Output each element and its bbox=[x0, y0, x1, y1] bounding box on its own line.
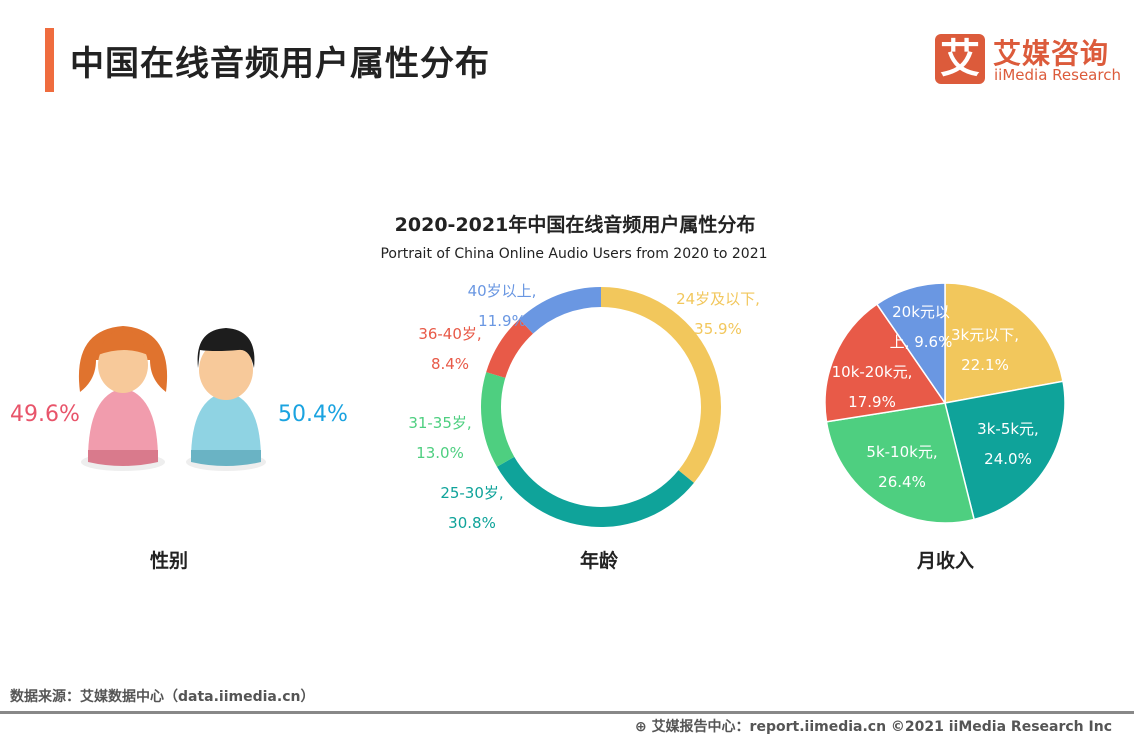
income-label-line: 3k元以下, bbox=[951, 326, 1019, 344]
age-label-line: 11.9% bbox=[478, 312, 526, 330]
footer-text: 艾媒报告中心：report.iimedia.cn ©2021 iiMedia R… bbox=[651, 719, 1112, 735]
income-pie-slice-1 bbox=[944, 380, 1066, 521]
income-label-line: 上, 9.6% bbox=[889, 333, 953, 351]
age-label-line: 40岁以上, bbox=[467, 282, 537, 300]
income-label-1: 3k-5k元, 24.0% bbox=[958, 414, 1058, 474]
income-pie-slice-2 bbox=[825, 402, 976, 524]
footer-copyright: ⊕ 艾媒报告中心：report.iimedia.cn ©2021 iiMedia… bbox=[635, 716, 1112, 736]
income-label-4: 20k元以上, 9.6% bbox=[871, 297, 971, 357]
income-pie-slice-4 bbox=[875, 282, 946, 406]
income-label-line: 17.9% bbox=[848, 393, 896, 411]
income-label-3: 10k-20k元, 17.9% bbox=[822, 357, 922, 417]
age-label-line: 31-35岁, bbox=[408, 414, 472, 432]
section-label-gender: 性别 bbox=[150, 550, 189, 572]
age-label-line: 13.0% bbox=[416, 444, 464, 462]
male-percent: 50.4% bbox=[278, 402, 348, 427]
income-pie-slice-3 bbox=[824, 303, 947, 423]
income-label-line: 3k-5k元, bbox=[977, 420, 1039, 438]
age-donut-slice-0 bbox=[601, 287, 722, 483]
age-donut-slice-2 bbox=[481, 372, 515, 467]
globe-icon: ⊕ bbox=[634, 719, 652, 735]
income-label-line: 10k-20k元, bbox=[831, 363, 913, 381]
age-label-line: 30.8% bbox=[448, 514, 496, 532]
income-label-line: 20k元以 bbox=[892, 303, 950, 321]
chart-subtitle: Portrait of China Online Audio Users fro… bbox=[380, 246, 768, 262]
data-source: 数据来源：艾媒数据中心（data.iimedia.cn） bbox=[10, 689, 315, 705]
age-donut-slice-1 bbox=[496, 456, 694, 528]
income-label-0: 3k元以下, 22.1% bbox=[935, 320, 1035, 380]
income-label-line: 5k-10k元, bbox=[866, 443, 938, 461]
age-label-4: 40岁以上, 11.9% bbox=[452, 276, 552, 336]
age-label-line: 8.4% bbox=[430, 355, 470, 373]
age-label-0: 24岁及以下, 35.9% bbox=[668, 284, 768, 344]
age-label-3: 36-40岁, 8.4% bbox=[400, 319, 500, 379]
age-label-line: 25-30岁, bbox=[440, 484, 504, 502]
section-label-income: 月收入 bbox=[917, 550, 975, 572]
age-label-line: 35.9% bbox=[694, 320, 742, 338]
age-label-2: 31-35岁, 13.0% bbox=[390, 408, 490, 468]
female-percent: 49.6% bbox=[10, 402, 80, 427]
logo-mark: 艾 bbox=[935, 34, 985, 84]
female-figure-icon bbox=[78, 326, 168, 471]
age-donut-slice-4 bbox=[519, 287, 601, 334]
income-label-line: 24.0% bbox=[984, 450, 1032, 468]
age-label-line: 24岁及以下, bbox=[676, 290, 760, 308]
income-label-2: 5k-10k元, 26.4% bbox=[852, 437, 952, 497]
title-accent-bar bbox=[45, 28, 54, 92]
section-label-age: 年龄 bbox=[580, 550, 619, 572]
male-figure-icon bbox=[186, 328, 266, 471]
age-label-1: 25-30岁, 30.8% bbox=[422, 478, 522, 538]
income-label-line: 26.4% bbox=[878, 473, 926, 491]
logo-text-en: iiMedia Research bbox=[994, 66, 1121, 84]
page-title: 中国在线音频用户属性分布 bbox=[70, 44, 490, 84]
age-label-line: 36-40岁, bbox=[418, 325, 482, 343]
chart-title: 2020-2021年中国在线音频用户属性分布 bbox=[394, 214, 756, 236]
logo-text-cn: 艾媒咨询 bbox=[993, 37, 1110, 70]
income-pie-slice-0 bbox=[944, 282, 1064, 404]
footer-divider bbox=[0, 711, 1134, 714]
age-donut-slice-3 bbox=[486, 319, 534, 378]
income-label-line: 22.1% bbox=[961, 356, 1009, 374]
